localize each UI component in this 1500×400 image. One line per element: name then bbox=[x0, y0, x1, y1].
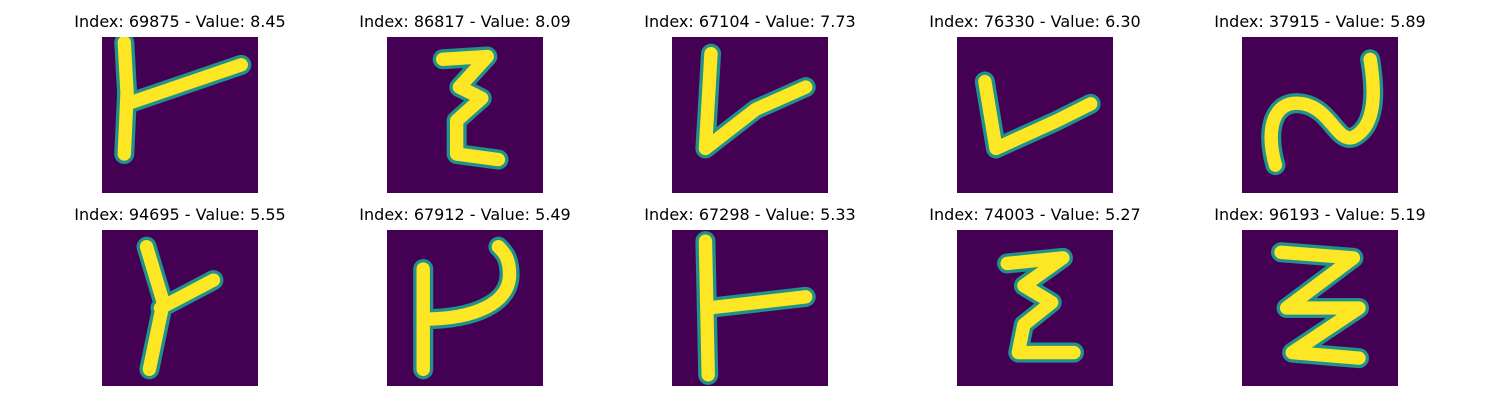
panel-title: Index: 67912 - Value: 5.49 bbox=[359, 205, 571, 224]
digit-image bbox=[1242, 230, 1398, 386]
panel-title: Index: 76330 - Value: 6.30 bbox=[929, 12, 1141, 31]
digit-image bbox=[102, 37, 258, 193]
digit-image bbox=[672, 37, 828, 193]
digit-image bbox=[957, 37, 1113, 193]
digit-image bbox=[102, 230, 258, 386]
digit-image bbox=[957, 230, 1113, 386]
panel-title: Index: 74003 - Value: 5.27 bbox=[929, 205, 1141, 224]
digit-image bbox=[1242, 37, 1398, 193]
panel-title: Index: 67298 - Value: 5.33 bbox=[644, 205, 856, 224]
panel-title: Index: 94695 - Value: 5.55 bbox=[74, 205, 286, 224]
panel-title: Index: 37915 - Value: 5.89 bbox=[1214, 12, 1426, 31]
panel-title: Index: 96193 - Value: 5.19 bbox=[1214, 205, 1426, 224]
digit-image bbox=[387, 37, 543, 193]
panel-title: Index: 67104 - Value: 7.73 bbox=[644, 12, 856, 31]
panel-title: Index: 86817 - Value: 8.09 bbox=[359, 12, 571, 31]
digit-image bbox=[672, 230, 828, 386]
digit-image bbox=[387, 230, 543, 386]
panel-title: Index: 69875 - Value: 8.45 bbox=[74, 12, 286, 31]
